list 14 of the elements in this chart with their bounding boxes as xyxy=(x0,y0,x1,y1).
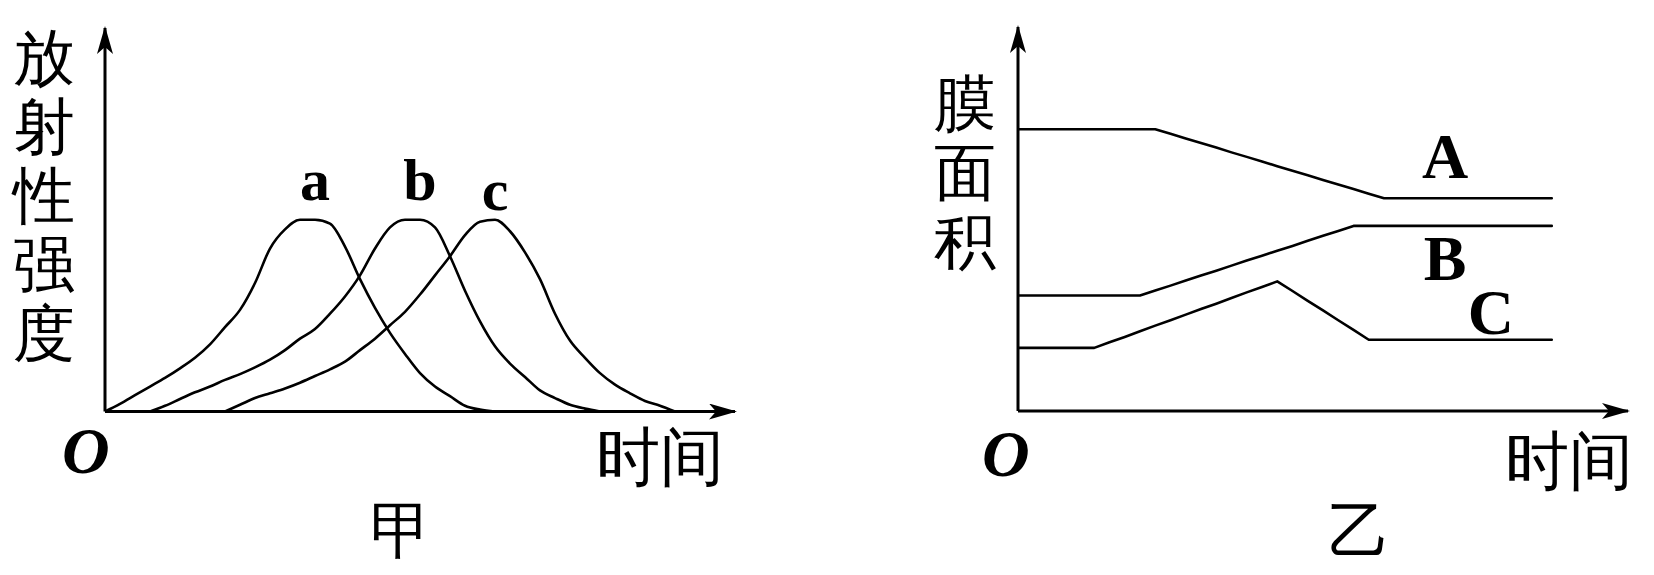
text: O xyxy=(982,417,1030,490)
series-label: C xyxy=(1467,276,1514,348)
y-axis-title: 膜面积 xyxy=(934,70,997,277)
text: O xyxy=(62,414,110,487)
y-axis-title: 放射性强度 xyxy=(13,24,76,369)
x-axis-title: 时间 xyxy=(596,422,724,493)
series-label: c xyxy=(481,156,509,223)
x-axis-title: 时间 xyxy=(1505,426,1633,497)
series-label: a xyxy=(300,146,330,213)
series-label: b xyxy=(403,146,437,213)
text: 甲 xyxy=(370,497,432,565)
text: 乙 xyxy=(1328,497,1390,565)
series-label: A xyxy=(1421,121,1469,193)
series-label: B xyxy=(1423,222,1467,294)
